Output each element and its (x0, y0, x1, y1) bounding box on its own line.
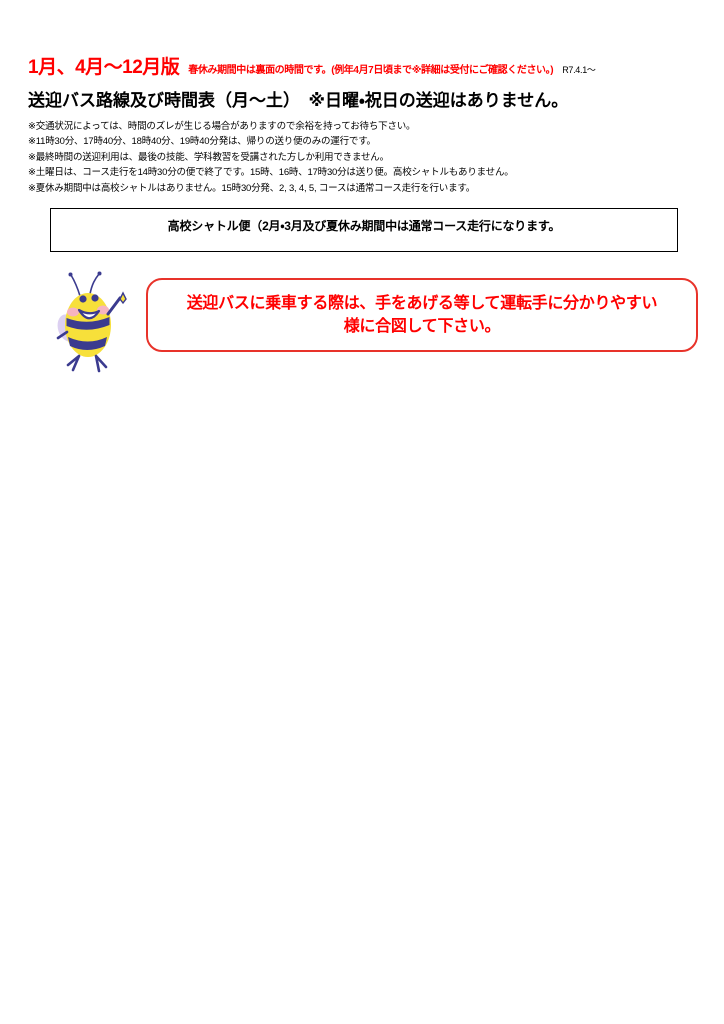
header-edition-row: 1月、4月～12月版 春休み期間中は裏面の時間です。(例年4月7日頃まで※詳細は… (28, 52, 702, 79)
note-item: ※11時30分、17時40分、18時40分、19時40分発は、帰りの送り便のみの… (28, 136, 376, 148)
edition-note: 春休み期間中は裏面の時間です。(例年4月7日頃まで※詳細は受付にご確認ください。… (188, 65, 554, 76)
edition-revision: R7.4.1～ (562, 65, 596, 75)
note-item: ※最終時間の送迎利用は、最後の技能、学科教習を受講された方しか利用できません。 (28, 151, 389, 163)
note-item: ※夏休み期間中は高校シャトルはありません。15時30分発、2, 3, 4, 5,… (28, 182, 476, 194)
boarding-instruction-box: 送迎バスに乗車する際は、手をあげる等して運転手に分かりやすい 様に合図して下さい… (146, 277, 698, 352)
bottom-message-area: 送迎バスに乗車する際は、手をあげる等して運転手に分かりやすい 様に合図して下さい… (28, 268, 702, 380)
note-item: ※土曜日は、コース走行を14時30分の便で終了です。15時、16時、17時30分… (28, 167, 514, 179)
shuttle-heading: 高校シャトル便（2月・3月及び夏休み期間中は通常コース走行になります。 (167, 218, 561, 233)
note-item: ※交通状況によっては、時間のズレが生じる場合がありますので余裕を持ってお待ち下さ… (28, 121, 416, 132)
notes-list: ※交通状況によっては、時間のズレが生じる場合がありますので余裕を持ってお待ち下さ… (28, 119, 702, 196)
page-title: 送迎バス路線及び時間表（月～土） ※日曜・祝日の送迎はありません。 (28, 91, 569, 110)
edition-label: 1月、4月～12月版 (28, 57, 180, 78)
boarding-instruction-text: 送迎バスに乗車する際は、手をあげる等して運転手に分かりやすい 様に合図して下さい… (186, 294, 658, 335)
bee-mascot-icon (56, 271, 127, 373)
high-school-shuttle-box: 高校シャトル便（2月・3月及び夏休み期間中は通常コース走行になります。 (50, 207, 678, 252)
